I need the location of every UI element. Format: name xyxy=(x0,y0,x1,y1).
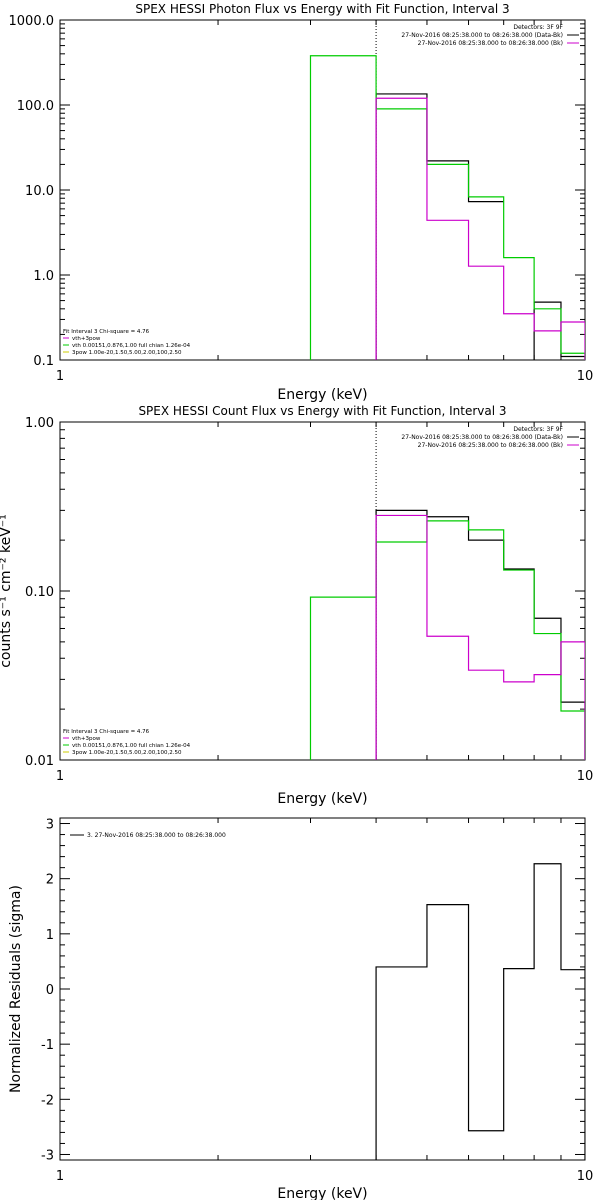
legend-bottom-entry: vth+3pow xyxy=(72,336,101,342)
x-tick-label: 1 xyxy=(56,369,64,384)
y-tick-label: -3 xyxy=(41,1148,54,1163)
y-axis-label: Normalized Residuals (sigma) xyxy=(8,885,24,1093)
x-tick-label: 10 xyxy=(577,369,594,384)
histogram-series xyxy=(309,55,585,360)
y-tick-label: 0.01 xyxy=(25,754,54,769)
y-tick-label: 0.10 xyxy=(25,585,54,600)
plot-3-frame xyxy=(59,817,586,1161)
histogram-series xyxy=(375,509,585,760)
y-tick-label: 2 xyxy=(46,873,54,888)
x-tick-label: 10 xyxy=(577,769,594,784)
legend-top-entry: 27-Nov-2016 08:25:38.000 to 08:26:38.000… xyxy=(401,434,563,441)
legend-bottom-entry: Fit Interval 3 Chi-square = 4.76 xyxy=(63,729,150,735)
plot-1-frame xyxy=(59,19,586,361)
histogram-series xyxy=(309,520,585,760)
legend-top-entry: Detectors: 3F 9F xyxy=(513,24,563,31)
y-tick-label: 1.00 xyxy=(25,416,54,431)
y-tick-label: 100.0 xyxy=(17,99,54,114)
histogram-series xyxy=(375,863,585,1160)
legend-top-entry: Detectors: 3F 9F xyxy=(513,426,563,433)
legend-bottom-entry: 3pow 1.00e-20,1.50,5.00,2.00,100,2.50 xyxy=(72,750,182,756)
y-tick-label: 0.1 xyxy=(33,354,54,369)
legend-top-entry: 27-Nov-2016 08:25:38.000 to 08:26:38.000… xyxy=(418,40,563,47)
legend-bottom-entry: vth+3pow xyxy=(72,736,101,742)
legend-bottom-entry: Fit Interval 3 Chi-square = 4.76 xyxy=(63,329,150,335)
histogram-series xyxy=(375,97,585,360)
y-tick-label: -2 xyxy=(41,1093,54,1108)
legend-bottom-entry: 3pow 1.00e-20,1.50,5.00,2.00,100,2.50 xyxy=(72,350,182,356)
y-tick-label: 10.0 xyxy=(25,184,54,199)
x-axis-label: Energy (keV) xyxy=(277,791,367,807)
legend-bottom-entry: vth 0.00151,0.876,1.00 full chian 1.26e-… xyxy=(72,743,191,749)
plot-2-frame xyxy=(59,421,586,761)
x-tick-label: 1 xyxy=(56,769,64,784)
y-tick-label: 1 xyxy=(46,928,54,943)
histogram-series xyxy=(375,93,585,360)
y-tick-label: -1 xyxy=(41,1038,54,1053)
legend-top-entry: 27-Nov-2016 08:25:38.000 to 08:26:38.000… xyxy=(401,32,563,39)
y-tick-label: 1000.0 xyxy=(9,14,55,29)
plot-title: SPEX HESSI Count Flux vs Energy with Fit… xyxy=(138,404,506,418)
plot-title: SPEX HESSI Photon Flux vs Energy with Fi… xyxy=(135,2,509,16)
legend-entry: 3. 27-Nov-2016 08:25:38.000 to 08:26:38.… xyxy=(87,832,226,839)
histogram-series xyxy=(375,514,585,760)
legend-bottom-entry: vth 0.00151,0.876,1.00 full chian 1.26e-… xyxy=(72,343,191,349)
x-axis-label: Energy (keV) xyxy=(277,387,367,403)
y-tick-label: 1.0 xyxy=(33,269,54,284)
legend-top-entry: 27-Nov-2016 08:25:38.000 to 08:26:38.000… xyxy=(418,442,563,449)
y-axis-label: counts s⁻¹ cm⁻² keV⁻¹ xyxy=(0,514,14,668)
x-tick-label: 1 xyxy=(56,1169,64,1184)
x-axis-label: Energy (keV) xyxy=(277,1186,367,1200)
y-tick-label: 0 xyxy=(46,983,54,998)
y-tick-label: 3 xyxy=(46,818,54,833)
x-tick-label: 10 xyxy=(577,1169,594,1184)
